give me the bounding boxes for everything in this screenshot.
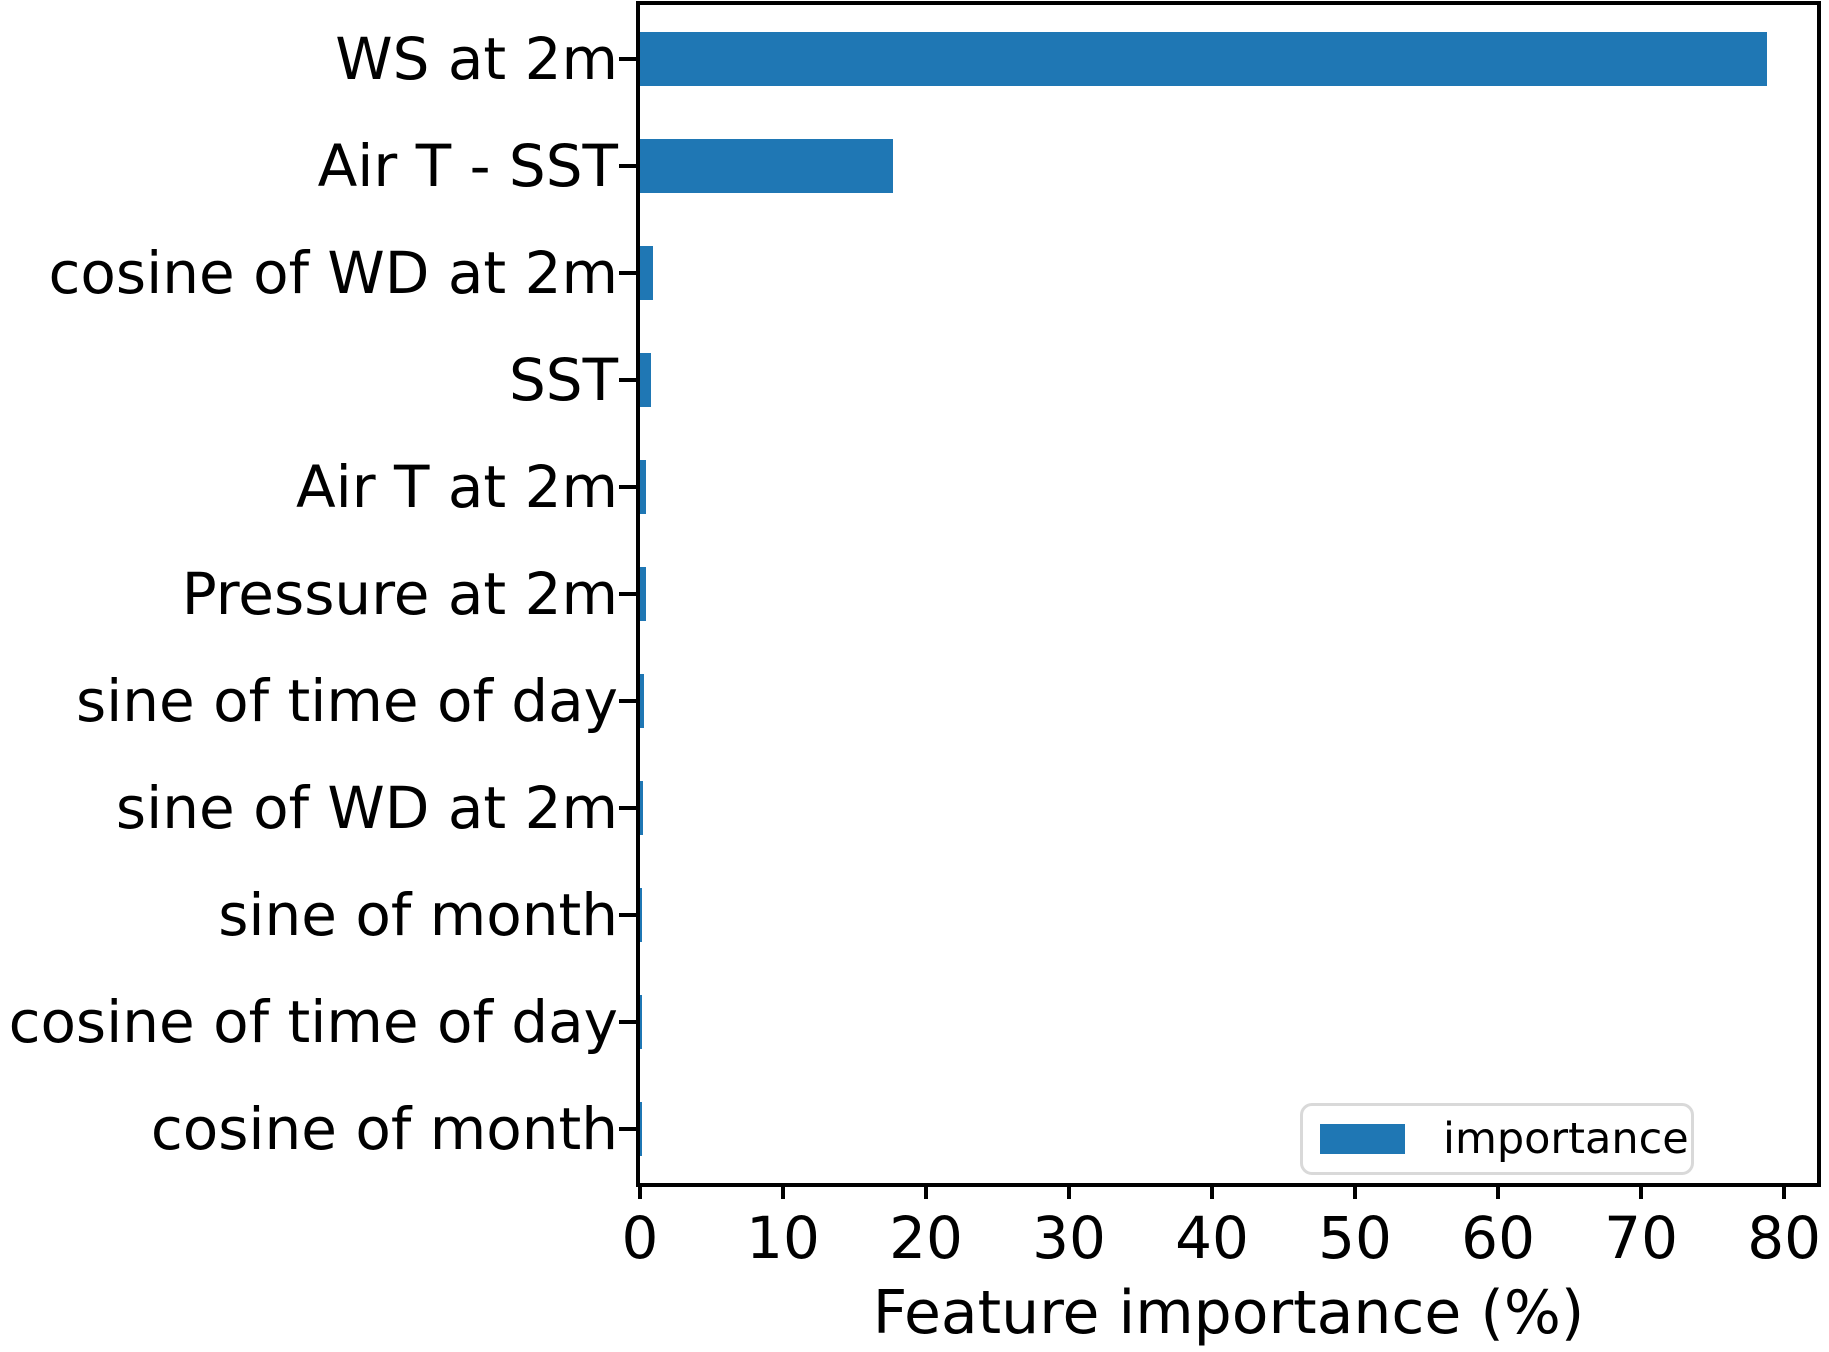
x-tick-label: 10 (746, 1204, 820, 1272)
x-tick-mark (1782, 1183, 1787, 1199)
x-axis-title: Feature importance (%) (872, 1278, 1585, 1348)
y-tick-label: Air T - SST (317, 131, 618, 200)
y-tick-mark (619, 163, 636, 168)
y-tick-mark (619, 484, 636, 489)
bar (640, 567, 646, 621)
y-tick-label: cosine of month (150, 1095, 618, 1164)
bar (640, 459, 647, 514)
y-tick-mark (619, 270, 636, 275)
bar (640, 888, 643, 943)
x-tick-mark (1353, 1183, 1358, 1199)
y-tick-mark (619, 699, 636, 704)
x-tick-label: 80 (1747, 1204, 1821, 1272)
bar (640, 31, 1767, 86)
legend: importance (1300, 1103, 1694, 1175)
x-tick-mark (638, 1183, 642, 1199)
x-tick-label: 20 (889, 1204, 963, 1272)
y-tick-label: cosine of time of day (8, 988, 618, 1057)
x-tick-mark (1639, 1183, 1644, 1199)
y-tick-label: sine of month (218, 881, 618, 950)
y-tick-mark (619, 913, 636, 918)
x-tick-label: 50 (1318, 1204, 1392, 1272)
x-tick-mark (781, 1183, 785, 1199)
bar (640, 352, 652, 407)
bar (640, 781, 643, 836)
bar (640, 674, 645, 729)
plot-area: importance (636, 1, 1821, 1187)
x-tick-mark (924, 1183, 929, 1199)
bar (640, 138, 894, 193)
y-tick-mark (619, 377, 636, 382)
y-tick-label: Air T at 2m (295, 452, 618, 521)
x-tick-mark (1496, 1183, 1501, 1199)
legend-swatch-importance (1320, 1124, 1405, 1154)
y-tick-label: sine of time of day (75, 667, 618, 736)
x-tick-label: 40 (1175, 1204, 1249, 1272)
y-tick-mark (619, 1127, 636, 1132)
bar (640, 1102, 642, 1157)
x-tick-label: 70 (1604, 1204, 1678, 1272)
x-tick-label: 0 (621, 1204, 659, 1272)
y-tick-mark (619, 1020, 636, 1025)
x-tick-mark (1067, 1183, 1072, 1199)
y-tick-label: Pressure at 2m (181, 560, 618, 628)
y-tick-mark (619, 806, 636, 811)
y-tick-label: SST (508, 345, 618, 414)
bar (640, 245, 653, 300)
y-tick-mark (619, 592, 636, 596)
x-tick-label: 30 (1032, 1204, 1106, 1272)
bar (640, 995, 642, 1050)
y-tick-mark (619, 56, 636, 61)
y-tick-label: cosine of WD at 2m (48, 238, 619, 307)
x-tick-mark (1210, 1183, 1215, 1199)
legend-label: importance (1443, 1114, 1689, 1164)
y-tick-label: WS at 2m (335, 24, 618, 93)
x-tick-label: 60 (1461, 1204, 1535, 1272)
y-tick-label: sine of WD at 2m (115, 774, 618, 843)
